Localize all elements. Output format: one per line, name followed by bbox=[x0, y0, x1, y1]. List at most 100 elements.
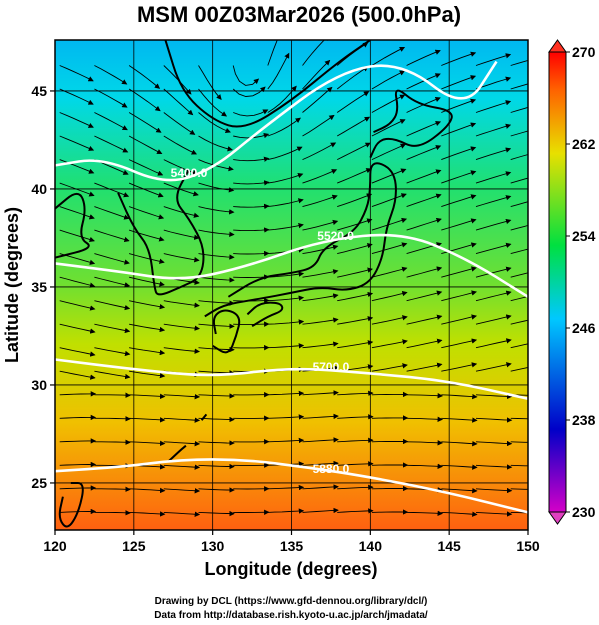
streamline bbox=[406, 49, 441, 66]
streamline bbox=[475, 338, 512, 349]
streamline bbox=[233, 180, 270, 186]
streamline bbox=[267, 271, 305, 278]
coastline bbox=[55, 192, 90, 259]
streamline bbox=[510, 367, 528, 372]
streamline bbox=[406, 510, 443, 517]
streamline bbox=[232, 86, 266, 97]
streamline bbox=[198, 323, 235, 329]
streamline bbox=[510, 248, 528, 255]
streamline bbox=[406, 463, 443, 470]
streamline bbox=[163, 159, 199, 176]
colorbar: 230 238 246 254 262 270 bbox=[548, 39, 596, 525]
streamline bbox=[510, 319, 528, 325]
colorbar-tick-label: 254 bbox=[572, 228, 596, 244]
streamline bbox=[163, 112, 196, 135]
streamline bbox=[94, 510, 131, 516]
streamline bbox=[441, 393, 478, 400]
y-axis-ticks: 25 30 35 40 45 bbox=[31, 83, 55, 491]
streamline bbox=[406, 416, 443, 423]
streamline bbox=[371, 242, 408, 255]
streamline bbox=[441, 464, 478, 470]
streamline bbox=[336, 66, 369, 90]
streamline bbox=[441, 170, 477, 184]
streamline bbox=[59, 438, 97, 444]
streamline bbox=[94, 253, 130, 265]
streamline bbox=[128, 88, 161, 112]
x-axis-label: Longitude (degrees) bbox=[204, 559, 377, 579]
streamline bbox=[94, 182, 130, 198]
coastline bbox=[200, 413, 208, 421]
streamline bbox=[163, 511, 201, 517]
y-axis-label: Latitude (degrees) bbox=[2, 207, 22, 363]
colorbar-scale bbox=[548, 51, 567, 513]
y-tick-label: 25 bbox=[31, 475, 47, 491]
streamline bbox=[128, 229, 165, 242]
streamline bbox=[128, 253, 165, 264]
streamline bbox=[59, 414, 97, 421]
streamline bbox=[59, 229, 95, 243]
x-axis-ticks: 120 125 130 135 140 145 150 bbox=[43, 530, 540, 554]
streamline bbox=[94, 370, 131, 380]
streamline bbox=[475, 290, 512, 302]
streamline bbox=[267, 437, 305, 444]
streamline bbox=[441, 338, 478, 349]
streamline bbox=[302, 390, 339, 396]
y-tick-label: 40 bbox=[31, 181, 47, 197]
streamline bbox=[163, 323, 200, 331]
chart-title: MSM 00Z03Mar2026 (500.0hPa) bbox=[137, 2, 461, 27]
x-tick-label: 125 bbox=[122, 538, 146, 554]
streamline bbox=[94, 112, 128, 131]
streamline bbox=[163, 206, 200, 218]
colorbar-ticks: 230 238 246 254 262 270 bbox=[566, 44, 596, 520]
streamline bbox=[129, 487, 166, 494]
streamline bbox=[441, 314, 477, 325]
contour-label: 5400.0 bbox=[171, 166, 208, 180]
coastline bbox=[204, 162, 397, 318]
streamline bbox=[336, 91, 370, 113]
colorbar-top-arrow bbox=[548, 39, 567, 53]
streamline bbox=[302, 413, 339, 420]
streamline bbox=[371, 94, 406, 113]
streamline bbox=[510, 296, 528, 302]
streamline bbox=[302, 293, 339, 302]
streamline bbox=[337, 414, 374, 420]
streamline bbox=[94, 347, 131, 357]
streamline bbox=[94, 135, 129, 153]
contour-label: 5700.0 bbox=[313, 360, 350, 374]
streamline bbox=[267, 508, 305, 514]
streamline bbox=[94, 206, 130, 220]
streamline bbox=[59, 323, 96, 334]
coastline bbox=[246, 301, 284, 328]
streamline bbox=[475, 123, 512, 137]
coastline bbox=[369, 89, 453, 159]
colorbar-tick-label: 270 bbox=[572, 44, 596, 60]
streamline bbox=[475, 440, 513, 447]
y-tick-label: 45 bbox=[31, 83, 47, 99]
streamline bbox=[475, 53, 512, 66]
streamline bbox=[510, 464, 528, 467]
streamline bbox=[371, 217, 408, 231]
streamline bbox=[302, 460, 339, 467]
streamline bbox=[129, 323, 166, 333]
streamline bbox=[510, 417, 528, 420]
contour-label: 5880.0 bbox=[313, 462, 350, 476]
streamline bbox=[302, 341, 339, 349]
streamline bbox=[441, 362, 478, 372]
x-tick-label: 120 bbox=[43, 538, 67, 554]
streamline bbox=[406, 193, 442, 208]
x-tick-label: 140 bbox=[359, 538, 383, 554]
streamline bbox=[302, 507, 339, 514]
streamline bbox=[441, 487, 478, 494]
streamline bbox=[59, 461, 97, 468]
streamline bbox=[128, 135, 163, 155]
colorbar-tick-label: 262 bbox=[572, 136, 596, 152]
streamline bbox=[406, 440, 443, 446]
contour-labels: 5400.0 5520.0 5700.0 5880.0 bbox=[171, 166, 355, 476]
streamline bbox=[128, 206, 165, 220]
streamline bbox=[198, 112, 231, 133]
streamline bbox=[59, 300, 96, 311]
streamline bbox=[475, 266, 512, 278]
streamline bbox=[163, 300, 200, 308]
streamline bbox=[232, 65, 260, 86]
credit-data: Data from http://database.rish.kyoto-u.a… bbox=[154, 610, 428, 621]
